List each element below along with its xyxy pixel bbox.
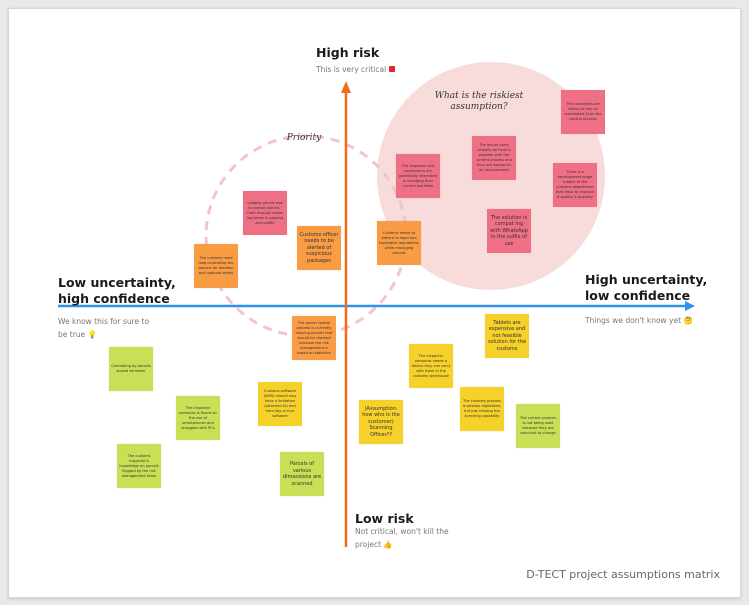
- sticky-note[interactable]: (Assumption: how who is the customer) Sc…: [359, 400, 403, 444]
- low-risk-title: Low risk: [355, 511, 414, 526]
- sticky-note[interactable]: The solution is compat ing with WhatsApp…: [487, 209, 531, 253]
- sticky-note[interactable]: Tablets are expensive and not feasible s…: [485, 314, 529, 358]
- sticky-note[interactable]: The actual users actually do have a prob…: [472, 136, 516, 180]
- horizontal-axis-arrowhead: [685, 301, 695, 311]
- sticky-note[interactable]: Customs officer needs to be alerted of s…: [297, 226, 341, 270]
- sticky-note[interactable]: There is a development stage subject to …: [553, 163, 597, 207]
- sticky-note[interactable]: The inspector personas is fluent on the …: [176, 396, 220, 440]
- sticky-note[interactable]: The current scanner is not being used be…: [516, 404, 560, 448]
- sticky-note[interactable]: The customs inspector's knowledge on par…: [117, 444, 161, 488]
- sticky-note[interactable]: The customs need help controlling the pa…: [194, 244, 238, 288]
- red-alarm-icon: [388, 66, 395, 72]
- sticky-note[interactable]: The customers are willing to rely on aut…: [561, 90, 605, 134]
- sticky-note[interactable]: The parcel control process is currently …: [292, 316, 336, 360]
- sticky-note[interactable]: Customs software (DMS) should only have …: [258, 382, 302, 426]
- sticky-note[interactable]: Customs needs to adhere to legal and leg…: [377, 221, 421, 265]
- priority-label: Priority: [286, 133, 322, 143]
- sticky-note[interactable]: The inspector and supervisors are potent…: [396, 154, 440, 198]
- riskiest-assumption-label: What is the riskiest assumption?: [434, 91, 524, 112]
- high-risk-subtitle: This is very critical: [316, 63, 395, 76]
- sticky-note[interactable]: Lodging permit was to control parcels · …: [243, 191, 287, 235]
- low-uncertainty-title: Low uncertainty, high confidence: [58, 275, 176, 306]
- high-uncertainty-subtitle: Things we don't know yet 🤔: [585, 316, 693, 325]
- sticky-note[interactable]: Parcels of various dimensions are scanne…: [280, 452, 324, 496]
- lightbulb-icon: 💡: [87, 330, 97, 339]
- thinking-face-icon: 🤔: [683, 316, 693, 325]
- high-risk-title: High risk: [316, 45, 380, 60]
- board-footer-title: D-TECT project assumptions matrix: [526, 568, 720, 581]
- vertical-axis-arrowhead: [341, 81, 351, 93]
- high-uncertainty-title: High uncertainty, low confidence: [585, 272, 708, 303]
- sticky-note[interactable]: The inspector personas needs a device th…: [409, 344, 453, 388]
- low-uncertainty-subtitle: We know this for sure to be true 💡: [58, 317, 150, 339]
- sticky-note[interactable]: Controlling by parcels should be faster: [109, 347, 153, 391]
- sticky-note[interactable]: The customs process is already digitalis…: [460, 387, 504, 431]
- thumbs-up-icon: 👍: [383, 540, 393, 549]
- whiteboard-canvas[interactable]: High risk This is very critical Low risk…: [8, 8, 741, 598]
- low-risk-subtitle: Not critical, won't kill the project 👍: [355, 527, 449, 549]
